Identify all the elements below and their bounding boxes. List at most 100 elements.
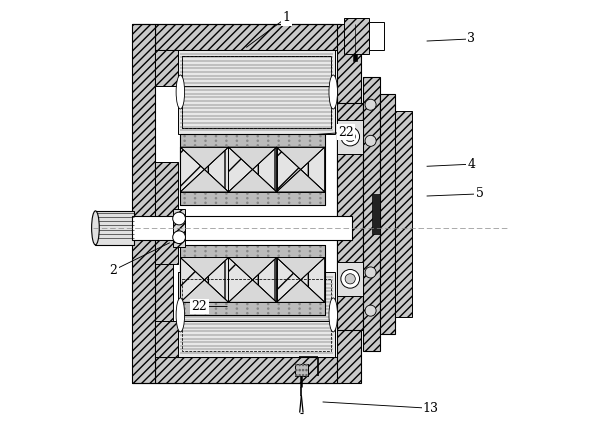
Polygon shape: [180, 170, 228, 192]
Circle shape: [246, 245, 249, 248]
Circle shape: [365, 135, 376, 147]
Circle shape: [319, 307, 322, 310]
Circle shape: [319, 139, 322, 142]
Ellipse shape: [176, 298, 185, 332]
Bar: [295, 364, 308, 377]
Circle shape: [319, 254, 322, 257]
Circle shape: [225, 307, 228, 310]
Circle shape: [236, 245, 238, 248]
Ellipse shape: [329, 75, 337, 109]
Circle shape: [173, 231, 186, 244]
Bar: [132, 24, 155, 383]
Circle shape: [341, 270, 359, 288]
Circle shape: [319, 144, 322, 147]
Bar: [178, 273, 335, 357]
Circle shape: [319, 192, 322, 195]
Circle shape: [183, 303, 186, 305]
Bar: [95, 211, 134, 245]
Polygon shape: [277, 257, 325, 280]
Circle shape: [345, 132, 355, 142]
Circle shape: [309, 307, 311, 310]
Circle shape: [288, 144, 290, 147]
Circle shape: [277, 197, 280, 199]
Circle shape: [257, 192, 259, 195]
Circle shape: [295, 374, 297, 377]
Circle shape: [288, 139, 290, 142]
Circle shape: [309, 192, 311, 195]
Circle shape: [277, 135, 280, 138]
Circle shape: [295, 369, 297, 371]
Circle shape: [246, 201, 249, 204]
Circle shape: [236, 254, 238, 257]
Circle shape: [305, 374, 308, 377]
Polygon shape: [277, 257, 300, 302]
Bar: [178, 135, 337, 291]
Circle shape: [288, 135, 290, 138]
Polygon shape: [180, 257, 205, 302]
Polygon shape: [253, 257, 277, 302]
Bar: [344, 17, 369, 54]
Circle shape: [267, 245, 270, 248]
Circle shape: [319, 250, 322, 253]
Bar: [132, 216, 352, 240]
Circle shape: [246, 144, 249, 147]
Circle shape: [277, 303, 280, 305]
Circle shape: [194, 197, 196, 199]
Circle shape: [288, 254, 290, 257]
Circle shape: [194, 135, 196, 138]
Polygon shape: [228, 257, 277, 280]
Circle shape: [194, 245, 196, 248]
Circle shape: [236, 144, 238, 147]
Circle shape: [267, 303, 270, 305]
Circle shape: [194, 192, 196, 195]
Circle shape: [246, 303, 249, 305]
Polygon shape: [180, 147, 205, 192]
Circle shape: [298, 192, 301, 195]
Polygon shape: [180, 257, 228, 280]
Circle shape: [277, 250, 280, 253]
Circle shape: [204, 312, 207, 314]
Circle shape: [215, 192, 217, 195]
Text: 22: 22: [338, 126, 354, 139]
Ellipse shape: [329, 298, 337, 332]
Circle shape: [215, 254, 217, 257]
Circle shape: [267, 144, 270, 147]
Circle shape: [225, 250, 228, 253]
Ellipse shape: [92, 211, 100, 245]
Circle shape: [299, 364, 301, 366]
Circle shape: [298, 139, 301, 142]
Circle shape: [298, 245, 301, 248]
Circle shape: [215, 312, 217, 314]
Circle shape: [204, 303, 207, 305]
Circle shape: [295, 364, 297, 366]
Bar: [180, 245, 325, 315]
Polygon shape: [277, 280, 325, 302]
Circle shape: [225, 197, 228, 199]
Circle shape: [302, 369, 304, 371]
Circle shape: [204, 192, 207, 195]
Circle shape: [204, 307, 207, 310]
Circle shape: [225, 135, 228, 138]
Circle shape: [288, 192, 290, 195]
Circle shape: [298, 250, 301, 253]
Circle shape: [236, 139, 238, 142]
Circle shape: [204, 144, 207, 147]
Circle shape: [183, 312, 186, 314]
Circle shape: [225, 139, 228, 142]
Circle shape: [225, 245, 228, 248]
Bar: [180, 302, 325, 315]
Circle shape: [267, 307, 270, 310]
Bar: [173, 209, 185, 247]
Polygon shape: [228, 147, 277, 170]
Circle shape: [236, 250, 238, 253]
Circle shape: [309, 201, 311, 204]
Circle shape: [204, 254, 207, 257]
Circle shape: [183, 307, 186, 310]
Circle shape: [257, 250, 259, 253]
Polygon shape: [277, 147, 300, 192]
Circle shape: [298, 307, 301, 310]
Polygon shape: [228, 257, 253, 302]
Circle shape: [194, 250, 196, 253]
Circle shape: [298, 201, 301, 204]
Circle shape: [257, 144, 259, 147]
